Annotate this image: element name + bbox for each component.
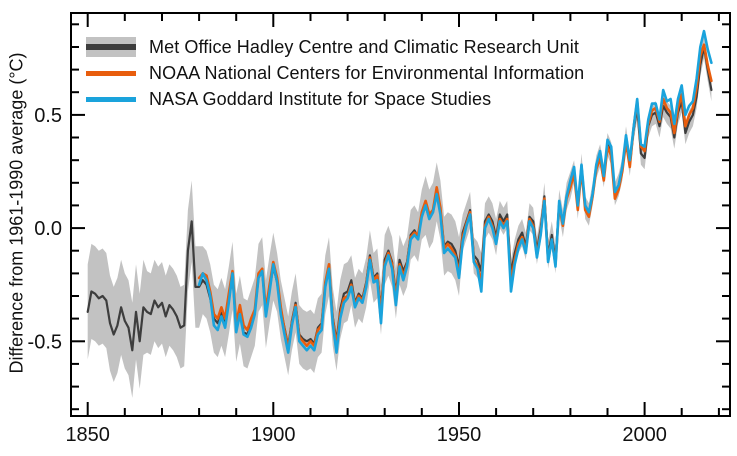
x-tick-label-1950: 1950 — [437, 424, 482, 446]
y-tick-label-0.5: 0.5 — [34, 105, 62, 127]
plot-frame — [70, 12, 731, 417]
x-tick-label-1900: 1900 — [251, 424, 296, 446]
legend-label-hadcrut: Met Office Hadley Centre and Climatic Re… — [149, 36, 579, 57]
x-tick-label-1850: 1850 — [65, 424, 110, 446]
legend-label-noaa: NOAA National Centers for Environmental … — [149, 62, 585, 83]
y-tick-label-0.0: 0.0 — [34, 218, 62, 240]
tick-labels: 1850 1900 1950 2000 -0.5 0.0 0.5 — [28, 105, 667, 446]
legend-label-nasa: NASA Goddard Institute for Space Studies — [149, 88, 492, 109]
series-line-nasa — [197, 29, 713, 354]
noaa-line-swatch — [86, 70, 136, 76]
legend-item-hadcrut: Met Office Hadley Centre and Climatic Re… — [86, 34, 584, 60]
axis-ticks — [72, 14, 729, 415]
nasa-line-swatch — [86, 96, 136, 102]
plot-area — [86, 29, 713, 398]
legend-item-nasa: NASA Goddard Institute for Space Studies — [86, 86, 584, 112]
y-axis-title: Difference from 1961-1990 average (°C) — [6, 52, 27, 374]
hadcrut-band-swatch — [86, 37, 136, 57]
x-tick-label-2000: 2000 — [622, 424, 667, 446]
legend-item-noaa: NOAA National Centers for Environmental … — [86, 60, 584, 86]
y-tick-label--0.5: -0.5 — [28, 331, 62, 353]
hadcrut-line-swatch — [86, 44, 136, 50]
legend: Met Office Hadley Centre and Climatic Re… — [86, 34, 584, 112]
hadcrut-uncertainty-band — [87, 35, 712, 398]
